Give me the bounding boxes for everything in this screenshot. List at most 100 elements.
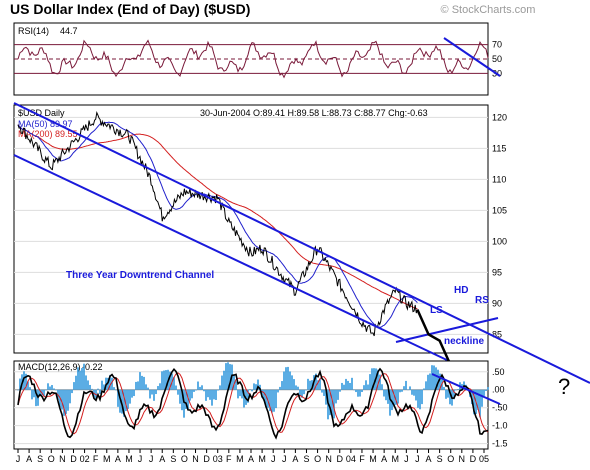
x-tick-label: A — [115, 454, 121, 464]
macd-hist-bar — [471, 389, 473, 405]
price-line — [17, 111, 418, 337]
macd-hist-bar — [33, 389, 35, 398]
macd-hist-bar — [337, 389, 339, 400]
macd-hist-bar — [307, 378, 309, 390]
rsi-value: 44.7 — [60, 26, 78, 36]
macd-hist-bar — [115, 389, 117, 391]
macd-trendline — [431, 373, 501, 405]
channel-lower-line — [13, 154, 469, 371]
macd-hist-bar — [295, 385, 297, 390]
macd-hist-bar — [353, 389, 355, 391]
macd-hist-bar — [139, 372, 141, 390]
macd-hist-bar — [79, 370, 81, 390]
macd-hist-bar — [251, 389, 253, 392]
macd-hist-bar — [355, 389, 357, 393]
macd-hist-bar — [477, 389, 479, 410]
macd-hist-bar — [253, 383, 255, 390]
macd-hist-bar — [473, 389, 475, 415]
x-tick-label: N — [459, 454, 466, 464]
macd-hist-bar — [89, 384, 91, 390]
macd-hist-bar — [301, 389, 303, 398]
macd-hist-bar — [219, 385, 221, 390]
macd-hist-bar — [359, 389, 361, 397]
x-tick-label: D — [203, 454, 210, 464]
macd-hist-bar — [127, 389, 129, 409]
macd-hist-bar — [129, 389, 131, 404]
x-tick-label: M — [103, 454, 111, 464]
macd-hist-bar — [179, 389, 181, 404]
quote-line: 30-Jun-2004 O:89.41 H:89.58 L:88.73 C:88… — [200, 108, 428, 118]
macd-hist-bar — [317, 380, 319, 390]
x-tick-label: N — [325, 454, 332, 464]
macd-hist-bar — [399, 389, 401, 393]
macd-hist-bar — [155, 389, 157, 395]
macd-hist-bar — [433, 365, 435, 390]
macd-hist-bar — [67, 389, 69, 411]
macd-hist-bar — [45, 389, 47, 391]
macd-hist-bar — [347, 380, 349, 390]
macd-hist-bar — [351, 377, 353, 390]
macd-hist-bar — [285, 367, 287, 390]
macd-hist-bar — [421, 389, 423, 405]
macd-hist-bar — [157, 386, 159, 390]
macd-hist-bar — [175, 385, 177, 390]
macd-hist-bar — [173, 376, 175, 390]
macd-hist-bar — [373, 368, 375, 390]
x-tick-label: M — [125, 454, 133, 464]
x-tick-label: A — [426, 454, 432, 464]
macd-hist-bar — [339, 389, 341, 392]
macd-hist-bar — [125, 389, 127, 412]
macd-panel: MACD(12,26,9) -0.22 .50 .00 -.50 -1.0 -1.5 — [13, 360, 508, 450]
macd-hist-bar — [357, 389, 359, 397]
macd-hist-bar — [411, 389, 413, 395]
macd-hist-bar — [281, 381, 283, 390]
macd-hist-bar — [27, 381, 29, 390]
macd-hist-bar — [165, 370, 167, 390]
x-tick-label: D — [470, 454, 477, 464]
x-tick-label: D — [337, 454, 344, 464]
x-tick-label: A — [159, 454, 165, 464]
macd-hist-bar — [333, 389, 335, 419]
macd-hist-bar — [273, 389, 275, 412]
x-tick-label: J — [271, 454, 276, 464]
macd-hist-bar — [207, 389, 209, 398]
macd-hist-bar — [203, 389, 205, 392]
macd-hist-bar — [289, 371, 291, 390]
macd-hist-bar — [189, 389, 191, 401]
macd-hist-bar — [437, 369, 439, 390]
macd-hist-bar — [385, 389, 387, 401]
price-panel: $USD Daily MA(50) 89.97 MA(200) 89.55 30… — [13, 102, 590, 441]
x-tick-label: 05 — [479, 454, 489, 464]
macd-hist-bar — [407, 389, 409, 391]
watermark: © StockCharts.com — [441, 4, 536, 16]
macd-hist-bar — [121, 389, 123, 414]
macd-hist-bar — [243, 389, 245, 408]
macd-hist-bar — [297, 386, 299, 390]
x-tick-label: A — [248, 454, 254, 464]
x-axis: J A S O N D 02 F M A M J J A S O N D 03 F M A M J J A S O N D 04 F M A M J J… — [16, 449, 489, 464]
macd-hist-bar — [211, 389, 213, 406]
macd-hist-bar — [153, 389, 155, 401]
price-y-tick: 120 — [492, 112, 507, 122]
macd-hist-bar — [191, 389, 193, 399]
macd-hist-bar — [39, 389, 41, 397]
macd-hist-bar — [113, 387, 115, 390]
macd-hist-bar — [65, 389, 67, 414]
macd-hist-bar — [423, 388, 425, 390]
rsi-panel: RSI(14) 44.7 705030 — [13, 22, 502, 96]
macd-hist-bar — [323, 389, 325, 396]
x-tick-label: 04 — [346, 454, 356, 464]
macd-hist-bar — [449, 389, 451, 405]
x-tick-label: S — [437, 454, 443, 464]
macd-hist-bar — [29, 387, 31, 390]
macd-hist-bar — [181, 389, 183, 411]
macd-hist-bar — [311, 380, 313, 390]
macd-hist-bar — [43, 389, 45, 397]
x-tick-label: O — [447, 454, 454, 464]
macd-hist-bar — [201, 385, 203, 390]
macd-hist-bar — [81, 368, 83, 390]
macd-hist-bar — [419, 389, 421, 410]
macd-hist-bar — [453, 389, 455, 400]
x-tick-label: F — [93, 454, 99, 464]
x-tick-label: 03 — [213, 454, 223, 464]
